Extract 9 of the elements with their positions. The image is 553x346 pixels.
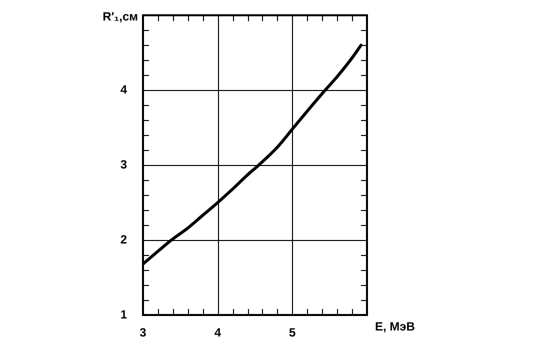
y-axis-title: R′₁,см bbox=[102, 10, 138, 24]
y-tick-label: 2 bbox=[120, 232, 128, 246]
x-tick-label: 3 bbox=[140, 326, 147, 340]
x-axis-title: E, МэВ bbox=[375, 319, 416, 334]
y-tick-label: 1 bbox=[120, 307, 128, 322]
y-tick-label: 3 bbox=[120, 157, 128, 172]
y-tick-label: 4 bbox=[120, 82, 128, 96]
x-tick-label: 4 bbox=[214, 326, 222, 340]
x-tick-label: 5 bbox=[288, 326, 296, 340]
